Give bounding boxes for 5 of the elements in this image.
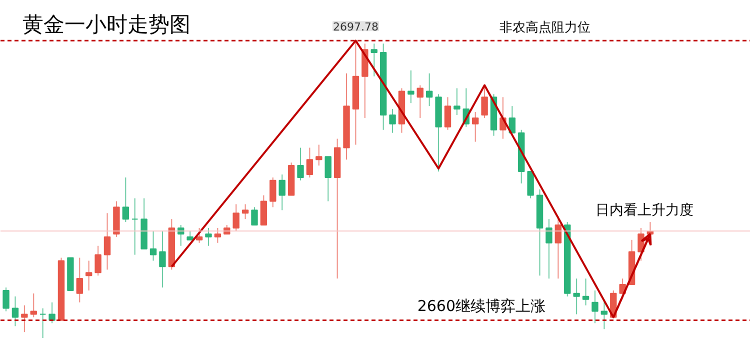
annotation: 日内看上升力度	[596, 202, 694, 218]
ref-line-label: 2660继续博弈上涨	[417, 297, 546, 316]
chart-title: 黄金一小时走势图	[22, 12, 190, 36]
annotation: 2697.78	[332, 20, 378, 34]
ref-line-label: 非农高点阻力位	[500, 20, 590, 36]
